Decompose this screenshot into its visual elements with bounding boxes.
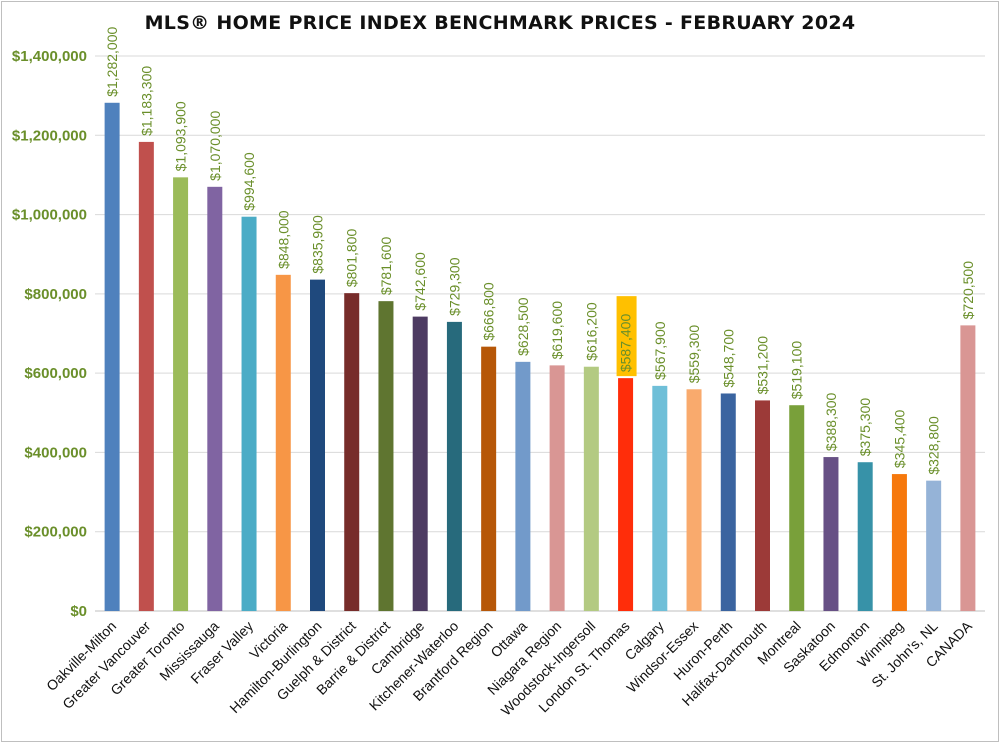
data-label: $994,600 <box>241 152 257 211</box>
chart-title: MLS® HOME PRICE INDEX BENCHMARK PRICES -… <box>145 12 856 34</box>
bar <box>789 405 805 611</box>
y-tick-label: $600,000 <box>24 365 87 382</box>
bar <box>378 301 394 611</box>
bar <box>481 346 497 611</box>
bar <box>207 186 223 612</box>
bars <box>104 102 976 612</box>
bar <box>686 389 702 611</box>
data-label-highlight <box>616 296 637 377</box>
gridlines <box>95 55 985 612</box>
data-label: $835,900 <box>310 215 326 274</box>
data-label: $1,070,000 <box>207 111 223 181</box>
y-tick-label: $200,000 <box>24 524 87 541</box>
bar <box>755 400 770 611</box>
bar <box>104 102 120 612</box>
data-label: $801,800 <box>344 229 360 288</box>
y-tick-label: $1,200,000 <box>12 127 87 144</box>
bar <box>926 480 942 611</box>
bar <box>344 293 360 611</box>
data-label: $628,500 <box>515 297 531 356</box>
data-label: $742,600 <box>412 252 428 311</box>
y-tick-label: $800,000 <box>24 286 87 303</box>
data-label: $1,183,300 <box>138 66 154 136</box>
bar <box>515 361 531 611</box>
bar <box>618 378 634 611</box>
bar <box>960 325 976 611</box>
bar <box>652 385 668 611</box>
data-label: $567,900 <box>652 321 668 380</box>
data-labels: $1,282,000 $1,183,300 $1,093,900 $1,070,000… <box>104 26 976 474</box>
data-label: $616,200 <box>583 302 599 361</box>
bar <box>446 321 462 611</box>
bar <box>412 316 428 611</box>
y-tick-label: $1,000,000 <box>12 207 87 224</box>
data-label: $781,600 <box>378 237 394 296</box>
data-label: $345,400 <box>891 409 907 468</box>
bar <box>138 141 154 611</box>
bar <box>173 177 189 611</box>
data-label: $1,093,900 <box>173 101 189 171</box>
bar <box>583 366 599 611</box>
bar <box>241 216 257 611</box>
data-label: $619,600 <box>549 301 565 360</box>
data-label: $328,800 <box>926 416 942 475</box>
data-label: $375,300 <box>857 398 873 457</box>
data-label: $559,300 <box>686 325 702 384</box>
data-label: $531,200 <box>755 336 771 395</box>
bar <box>549 365 565 611</box>
data-label: $848,000 <box>275 210 291 269</box>
y-tick-label: $400,000 <box>24 444 87 461</box>
bar <box>310 279 325 611</box>
bar <box>275 274 291 611</box>
data-label: $519,100 <box>789 341 805 400</box>
y-tick-label: $0 <box>70 603 87 620</box>
data-label: $1,282,000 <box>104 26 120 96</box>
data-label: $548,700 <box>720 329 736 388</box>
data-label: $587,400 <box>618 314 634 373</box>
y-tick-label: $1,400,000 <box>12 48 87 65</box>
bar <box>720 393 736 611</box>
bar <box>823 457 839 611</box>
data-label: $720,500 <box>960 261 976 320</box>
bar <box>857 462 873 611</box>
data-label: $388,300 <box>823 392 839 451</box>
bar <box>891 474 907 611</box>
data-label: $729,300 <box>446 257 462 316</box>
data-label: $666,800 <box>481 282 497 341</box>
y-axis-ticks: $0 $200,000 $400,000 $600,000 $800,000 $1,000… <box>12 48 87 620</box>
